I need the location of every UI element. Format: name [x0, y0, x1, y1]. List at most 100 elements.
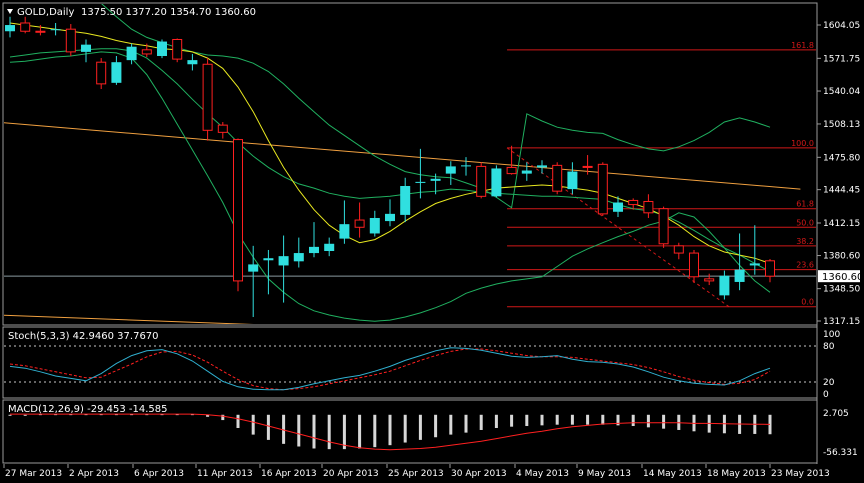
trendline-upper: [4, 122, 801, 190]
candle-body-bull: [50, 29, 61, 31]
macd-histogram-bar: [282, 414, 286, 444]
candle-body-bear: [673, 245, 684, 254]
fib-level-label: 100.0: [791, 139, 814, 148]
macd-histogram-bar: [373, 414, 377, 448]
candle-body-bull: [5, 25, 15, 32]
macd-histogram-bar: [616, 414, 620, 426]
candle-body-bull: [339, 224, 350, 239]
macd-histogram-bar: [327, 414, 331, 450]
candle-body-bull: [749, 263, 760, 266]
candle-body-bull: [567, 171, 578, 190]
macd-histogram-bar: [251, 414, 255, 435]
candle-body-bear: [20, 22, 31, 32]
macd-signal-line: [10, 413, 771, 451]
stochastic-layer: [4, 345, 816, 391]
price-tick-label: 1508.13: [823, 120, 860, 130]
fib-level-label: 50.0: [796, 218, 814, 227]
candle-body-bull: [263, 258, 274, 261]
time-tick-label: 23 May 2013: [771, 469, 830, 479]
candle-body-bear: [765, 260, 775, 277]
macd-histogram-bar: [8, 414, 12, 416]
candle-body-bear: [65, 28, 76, 53]
candle-body-bull: [385, 213, 395, 222]
macd-histogram-bar: [130, 414, 134, 416]
time-tick-label: 18 May 2013: [707, 469, 766, 479]
macd-histogram-bar: [570, 414, 574, 425]
stoch-main-line: [9, 347, 771, 391]
candle-body-bull: [613, 202, 623, 212]
candle-body-bear: [354, 219, 365, 228]
candle-body-bear: [658, 208, 669, 245]
fib-level-label: 38.2: [796, 237, 814, 246]
macd-histogram-bar: [99, 414, 103, 416]
macd-histogram-bar: [175, 414, 179, 416]
candle-body-bear: [628, 199, 639, 206]
candle-body-bear: [476, 165, 487, 197]
price-plot: 161.8 100.0 61.8 50.0 38.2 23.6 0.0: [4, 4, 816, 324]
macd-histogram-bar: [540, 414, 544, 426]
candle-body-bear: [233, 139, 243, 282]
price-tick-label: 1444.45: [823, 186, 860, 196]
ohlc-values: 1375.50 1377.20 1354.70 1360.60: [81, 7, 256, 18]
macd-histogram-bar: [464, 414, 468, 433]
price-tick-label: 1475.80: [823, 153, 860, 163]
time-tick-label: 14 May 2013: [643, 469, 702, 479]
time-tick-label: 9 May 2013: [578, 469, 631, 479]
price-tick-label: 1540.04: [823, 87, 860, 97]
macd-tick-label: 2.705: [823, 409, 849, 419]
bollinger-middle: [9, 48, 771, 273]
candle-body-bull: [734, 269, 745, 282]
candle-body-bull: [309, 246, 319, 254]
price-tick-label: 1571.75: [823, 54, 860, 64]
time-tick-label: 20 Apr 2013: [323, 469, 379, 479]
candle-body-bull: [111, 62, 122, 83]
macd-tick-label: -56.331: [823, 448, 858, 458]
macd-histogram-bar: [494, 414, 498, 428]
macd-histogram-bar: [525, 414, 529, 427]
candle-body-bull: [430, 178, 441, 181]
macd-histogram-bar: [388, 414, 392, 446]
current-price-marker: 1360.60: [818, 270, 863, 283]
candle-body-bull: [293, 253, 304, 262]
macd-histogram-bar: [418, 414, 422, 440]
macd-histogram-bar: [54, 414, 58, 416]
axis-layer: 1604.05 1571.75 1540.04 1508.13 1475.80 1444.…: [3, 21, 860, 479]
stoch-tick-label: 20: [823, 378, 835, 388]
candle-body-bull: [445, 166, 456, 174]
macd-histogram-bar: [84, 414, 88, 416]
candle-body-bear: [202, 63, 213, 131]
candle-body-bear: [172, 38, 183, 60]
macd-histogram-bar: [297, 414, 301, 447]
macd-histogram-bar: [403, 414, 407, 443]
stoch-tick-label: 0: [823, 390, 829, 400]
candle-body-bull: [157, 41, 167, 57]
current-price-label: 1360.60: [822, 272, 863, 283]
dropdown-triangle-icon[interactable]: [7, 9, 13, 14]
candle-body-bull: [400, 185, 411, 215]
macd-histogram-bar: [190, 414, 194, 416]
candle-body-bear: [689, 252, 699, 278]
macd-histogram-bar: [160, 414, 164, 416]
macd-histogram-bar: [342, 414, 346, 450]
candle-body-bull: [461, 165, 471, 167]
time-tick-label: 2 Apr 2013: [69, 469, 119, 479]
time-tick-label: 11 Apr 2013: [197, 469, 253, 479]
macd-histogram-bar: [38, 414, 42, 416]
moving-average-fast: [9, 22, 771, 264]
candle-body-bull: [719, 275, 730, 296]
price-layer: 161.8 100.0 61.8 50.0 38.2 23.6 0.0: [4, 4, 816, 324]
candle-body-bull: [126, 46, 137, 61]
candle-body-bull: [521, 170, 532, 174]
current-price-box: [818, 270, 860, 283]
stoch-tick-label: 100: [823, 330, 840, 340]
stoch-header: Stoch(5,3,3) 42.9460 37.7670: [8, 331, 159, 342]
macd-layer: [8, 413, 772, 451]
macd-histogram-bar: [266, 414, 270, 440]
macd-histogram-bar: [69, 414, 73, 416]
macd-header: MACD(12,26,9) -29.453 -14.585: [8, 404, 168, 415]
stoch-signal-line: [9, 348, 771, 391]
macd-histogram-bar: [479, 414, 483, 430]
symbol-period: GOLD,Daily: [17, 7, 74, 18]
fib-level-label: 23.6: [796, 261, 814, 270]
